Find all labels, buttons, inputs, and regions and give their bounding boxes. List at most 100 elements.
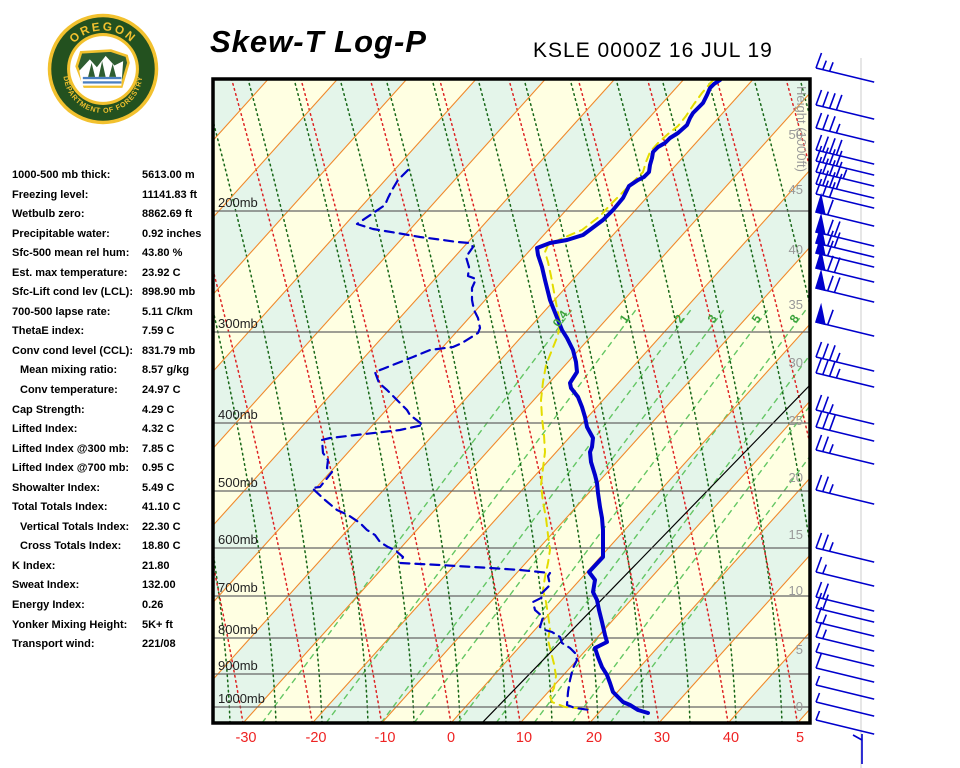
wind-barb xyxy=(815,434,875,465)
height-label: 25 xyxy=(789,413,803,428)
index-value: 24.97 C xyxy=(142,384,181,397)
index-label: Energy Index: xyxy=(12,599,85,612)
index-row: Energy Index: 0.26 xyxy=(12,597,212,617)
wind-barb xyxy=(815,642,875,667)
index-label: Yonker Mixing Height: xyxy=(12,618,128,631)
wind-barb xyxy=(815,394,875,425)
height-label: 0 xyxy=(796,699,803,714)
index-label: Est. max temperature: xyxy=(12,266,128,279)
index-value: 831.79 mb xyxy=(142,344,196,357)
station-id: KSLE 0000Z 16 JUL 19 xyxy=(533,39,773,62)
pressure-label: 600mb xyxy=(218,532,258,547)
wind-barbs xyxy=(814,52,875,764)
wind-barb xyxy=(815,621,875,652)
wind-barb xyxy=(815,474,875,505)
wind-barb xyxy=(814,192,875,227)
temp-axis-label: 20 xyxy=(586,730,602,746)
wind-barb xyxy=(814,302,875,337)
index-label: 1000-500 mb thick: xyxy=(12,169,111,181)
index-value: 41.10 C xyxy=(142,501,181,514)
temp-axis-label: -30 xyxy=(236,730,257,746)
index-value: 5.49 C xyxy=(142,481,175,494)
wind-barb xyxy=(814,248,875,283)
index-value: 5613.00 m xyxy=(142,169,195,181)
wind-barb xyxy=(815,156,875,187)
height-label: 15 xyxy=(789,527,803,542)
index-label: Vertical Totals Index: xyxy=(20,520,130,533)
index-row: Sfc-Lift cond lev (LCL): 898.90 mb xyxy=(12,284,212,304)
temp-axis-label: 10 xyxy=(516,730,532,746)
temp-axis-label: -10 xyxy=(375,730,396,746)
temp-axis-label: -20 xyxy=(306,730,327,746)
index-label: Mean mixing ratio: xyxy=(20,364,118,377)
height-label: 5 xyxy=(796,642,803,657)
index-label: K Index: xyxy=(12,559,56,572)
index-label: ThetaE index: xyxy=(12,325,85,338)
temp-axis-label: 30 xyxy=(654,730,670,746)
index-label: Total Totals Index: xyxy=(12,501,108,514)
index-label: Conv cond level (CCL): xyxy=(12,344,134,357)
index-value: 4.32 C xyxy=(142,423,175,436)
index-label: Lifted Index @700 mb: xyxy=(12,462,130,475)
index-label: Lifted Index @300 mb: xyxy=(12,442,130,455)
wetbulb-trace xyxy=(540,79,714,710)
index-value: 132.00 xyxy=(142,579,176,592)
height-label: 45 xyxy=(789,182,803,197)
index-label: Sweat Index: xyxy=(12,579,80,592)
index-value: 7.59 C xyxy=(142,325,175,338)
index-row: ThetaE index: 7.59 C xyxy=(12,323,212,343)
pressure-label: 300mb xyxy=(218,316,258,331)
index-row: 1000-500 mb thick: 5613.00 m xyxy=(12,167,212,187)
index-label: Sfc-Lift cond lev (LCL): xyxy=(12,286,133,299)
index-value: 22.30 C xyxy=(142,520,181,533)
pressure-label: 1000mb xyxy=(218,691,265,706)
wind-barb xyxy=(815,89,875,120)
wind-barb xyxy=(815,178,875,209)
wind-barb xyxy=(815,675,875,700)
wind-barb xyxy=(815,692,875,717)
index-row: Vertical Totals Index: 22.30 C xyxy=(12,519,212,539)
index-row: K Index: 21.80 xyxy=(12,558,212,578)
index-row: Yonker Mixing Height: 5K+ ft xyxy=(12,617,212,637)
index-value: 0.26 xyxy=(142,599,164,612)
index-value: 43.80 % xyxy=(142,247,183,260)
index-row: Precipitable water: 0.92 inches xyxy=(12,226,212,246)
plot-border xyxy=(211,77,812,725)
index-row: Est. max temperature: 23.92 C xyxy=(12,265,212,285)
index-label: Conv temperature: xyxy=(20,384,118,397)
index-value: 5.11 C/km xyxy=(142,305,193,318)
wind-barb xyxy=(815,532,875,563)
index-row: 700-500 lapse rate: 5.11 C/km xyxy=(12,304,212,324)
index-value: 0.92 inches xyxy=(142,227,202,240)
wind-barb xyxy=(815,145,875,176)
wind-barb xyxy=(815,556,875,587)
pressure-label: 700mb xyxy=(218,580,258,595)
height-label: 20 xyxy=(789,470,803,485)
index-row: Transport wind: 221/08 xyxy=(12,636,212,656)
index-value: 221/08 xyxy=(142,638,176,651)
index-label: Lifted Index: xyxy=(12,423,78,436)
pressure-label: 400mb xyxy=(218,407,258,422)
page-title: Skew-T Log-P xyxy=(210,24,427,59)
height-label: 40 xyxy=(789,242,803,257)
index-label: Precipitable water: xyxy=(12,227,110,240)
pressure-label: 800mb xyxy=(218,622,258,637)
index-row: Showalter Index: 5.49 C xyxy=(12,480,212,500)
wind-barb xyxy=(814,268,875,303)
forestry-logo: OREGON DEPARTMENT OF FORESTRY xyxy=(47,13,159,125)
index-row: Conv temperature: 24.97 C xyxy=(12,382,212,402)
index-row: Sfc-500 mean rel hum: 43.80 % xyxy=(12,245,212,265)
index-value: 0.95 C xyxy=(142,462,175,475)
index-label: 700-500 lapse rate: xyxy=(12,305,111,318)
pressure-label: 500mb xyxy=(218,475,258,490)
index-row: Conv cond level (CCL): 831.79 mb xyxy=(12,343,212,363)
wind-barb xyxy=(815,581,875,612)
index-label: Transport wind: xyxy=(12,638,95,651)
index-value: 21.80 xyxy=(142,559,170,572)
index-label: Wetbulb zero: xyxy=(12,208,85,221)
index-row: Lifted Index: 4.32 C xyxy=(12,421,212,441)
wind-barb xyxy=(815,134,875,165)
index-value: 18.80 C xyxy=(142,540,181,553)
